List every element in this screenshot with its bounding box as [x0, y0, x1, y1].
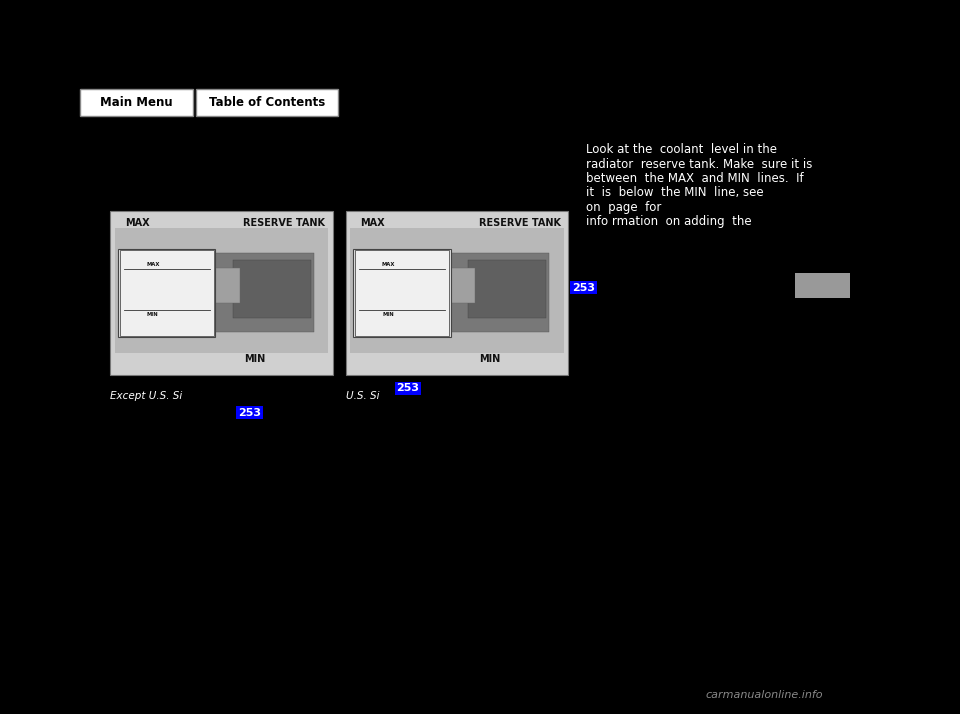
Text: 253: 253 — [396, 383, 420, 393]
Text: MAX: MAX — [125, 218, 150, 228]
Polygon shape — [423, 268, 475, 303]
FancyBboxPatch shape — [350, 228, 564, 353]
Text: MIN: MIN — [382, 312, 394, 317]
Text: MIN: MIN — [147, 312, 158, 317]
Text: between  the MAX  and MIN  lines.  If: between the MAX and MIN lines. If — [586, 172, 804, 185]
Text: carmanualonline.info: carmanualonline.info — [706, 690, 823, 700]
FancyBboxPatch shape — [355, 250, 448, 336]
FancyBboxPatch shape — [118, 248, 215, 337]
Text: on  page  for: on page for — [586, 201, 661, 213]
Polygon shape — [468, 260, 546, 318]
Text: it  is  below  the MIN  line, see: it is below the MIN line, see — [586, 186, 763, 199]
FancyBboxPatch shape — [346, 211, 568, 375]
Text: MIN: MIN — [479, 354, 500, 364]
Text: RESERVE TANK: RESERVE TANK — [244, 218, 325, 228]
Polygon shape — [187, 253, 314, 332]
Text: U.S. Si: U.S. Si — [346, 391, 379, 401]
FancyBboxPatch shape — [110, 211, 333, 375]
FancyBboxPatch shape — [795, 273, 850, 298]
Text: MAX: MAX — [381, 262, 395, 267]
FancyBboxPatch shape — [196, 89, 338, 116]
Text: RESERVE TANK: RESERVE TANK — [479, 218, 561, 228]
FancyBboxPatch shape — [115, 228, 328, 353]
Polygon shape — [188, 268, 240, 303]
Text: Except U.S. Si: Except U.S. Si — [110, 391, 182, 401]
Text: Table of Contents: Table of Contents — [208, 96, 325, 109]
Text: radiator  reserve tank. Make  sure it is: radiator reserve tank. Make sure it is — [586, 158, 812, 171]
Polygon shape — [422, 253, 549, 332]
Text: MAX: MAX — [146, 262, 159, 267]
Text: MAX: MAX — [360, 218, 385, 228]
FancyBboxPatch shape — [120, 250, 213, 336]
FancyBboxPatch shape — [80, 89, 193, 116]
Text: info rmation  on adding  the: info rmation on adding the — [586, 215, 752, 228]
Polygon shape — [233, 260, 311, 318]
Text: Main Menu: Main Menu — [100, 96, 173, 109]
FancyBboxPatch shape — [353, 248, 450, 337]
Text: 253: 253 — [572, 283, 595, 293]
Text: MIN: MIN — [244, 354, 265, 364]
Text: 253: 253 — [238, 408, 261, 418]
Text: Look at the  coolant  level in the: Look at the coolant level in the — [586, 144, 777, 156]
